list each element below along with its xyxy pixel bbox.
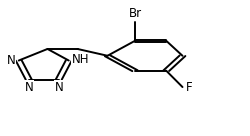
Text: N: N xyxy=(54,81,63,94)
Text: N: N xyxy=(7,54,16,67)
Text: Br: Br xyxy=(128,7,141,20)
Text: F: F xyxy=(186,81,192,94)
Text: N: N xyxy=(24,81,33,94)
Text: NH: NH xyxy=(72,53,89,66)
